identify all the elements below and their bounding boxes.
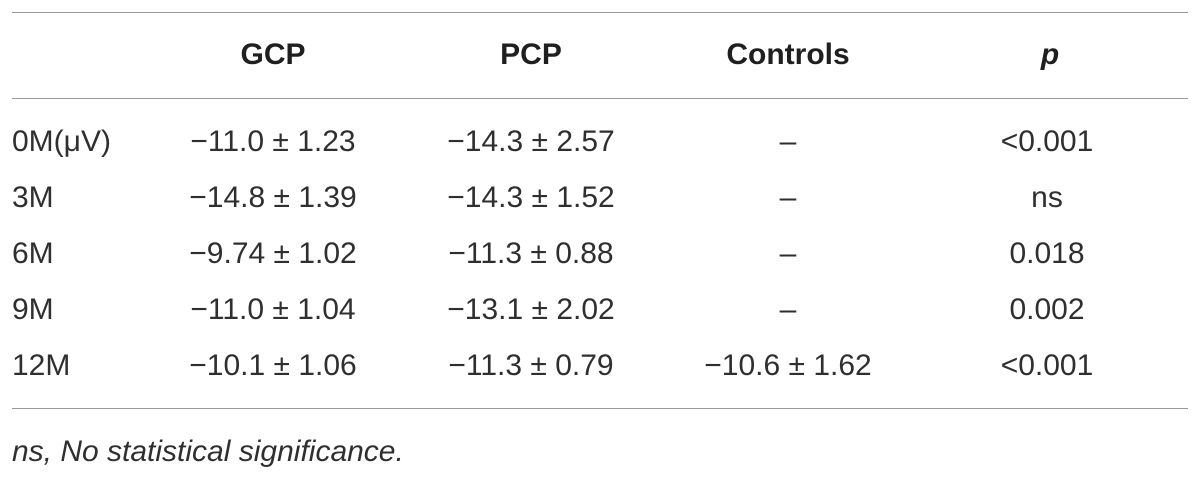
table-cell: −11.3 ± 0.79 [448, 349, 614, 382]
bottom-rule [12, 408, 1188, 409]
row-label: 0M(μV) [12, 125, 111, 158]
table-cell: −14.8 ± 1.39 [189, 181, 357, 214]
table-cell: <0.001 [1000, 349, 1094, 382]
header-rule [12, 98, 1188, 99]
top-rule [12, 12, 1188, 13]
table-cell: – [779, 237, 797, 270]
table-cell: ns [1031, 181, 1063, 214]
table-cell: −9.74 ± 1.02 [189, 237, 357, 270]
table-cell: −10.1 ± 1.06 [189, 349, 357, 382]
table-cell: −13.1 ± 2.02 [447, 293, 615, 326]
table-cell: – [779, 125, 797, 158]
table-cell: −14.3 ± 2.57 [447, 125, 615, 158]
table-cell: −11.3 ± 0.88 [448, 237, 614, 270]
row-label: 9M [12, 293, 54, 326]
column-header: p [1040, 38, 1060, 71]
table-cell: −10.6 ± 1.62 [704, 349, 872, 382]
column-header: PCP [500, 38, 562, 71]
column-header: Controls [726, 38, 850, 71]
table-cell: – [779, 181, 797, 214]
column-header: GCP [240, 38, 306, 71]
row-label: 6M [12, 237, 54, 270]
table-cell: −11.0 ± 1.23 [190, 125, 356, 158]
row-label: 3M [12, 181, 54, 214]
row-label: 12M [12, 349, 71, 382]
table-cell: – [779, 293, 797, 326]
table-cell: 0.018 [1009, 237, 1085, 270]
table-cell: 0.002 [1009, 293, 1085, 326]
table-cell: −11.0 ± 1.04 [190, 293, 356, 326]
footnote: ns, No statistical significance. [12, 435, 404, 468]
table-cell: −14.3 ± 1.52 [447, 181, 615, 214]
table-cell: <0.001 [1000, 125, 1094, 158]
